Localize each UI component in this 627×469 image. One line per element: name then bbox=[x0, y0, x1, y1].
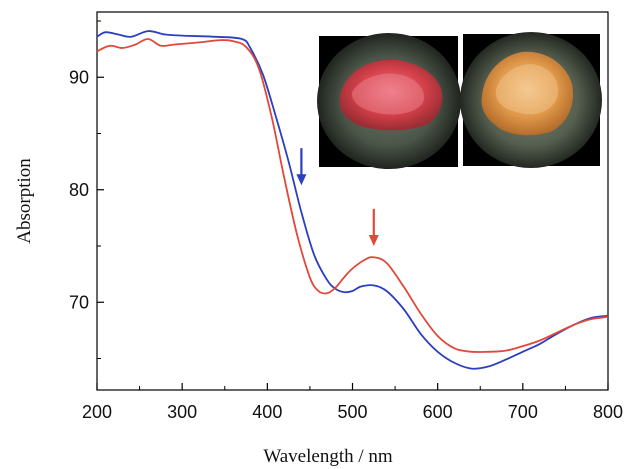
orange-crystal-photo bbox=[460, 32, 602, 168]
x-axis-title: Wavelength / nm bbox=[263, 446, 393, 467]
data-series bbox=[96, 30, 609, 370]
red-crystal-photo bbox=[317, 33, 461, 169]
y-tick-label: 90 bbox=[69, 67, 89, 87]
y-tick-label: 70 bbox=[69, 292, 89, 312]
series-line-2 bbox=[96, 38, 609, 353]
x-tick-label: 800 bbox=[593, 402, 623, 422]
annotation-arrow-1 bbox=[296, 148, 307, 186]
x-tick-label: 400 bbox=[252, 402, 282, 422]
x-tick-label: 500 bbox=[337, 402, 367, 422]
x-tick-label: 700 bbox=[508, 402, 538, 422]
y-axis-title: Absorption bbox=[14, 158, 35, 244]
x-tick-label: 200 bbox=[82, 402, 112, 422]
x-tick-label: 300 bbox=[167, 402, 197, 422]
axis-tick-labels: 200 300 400 500 600 700 800 70 80 90 bbox=[69, 67, 623, 422]
annotation-arrows bbox=[296, 148, 379, 246]
x-tick-label: 600 bbox=[423, 402, 453, 422]
annotation-arrow-2 bbox=[368, 208, 379, 246]
axis-ticks bbox=[96, 20, 609, 390]
series-line-1 bbox=[96, 30, 609, 370]
y-tick-label: 80 bbox=[69, 180, 89, 200]
